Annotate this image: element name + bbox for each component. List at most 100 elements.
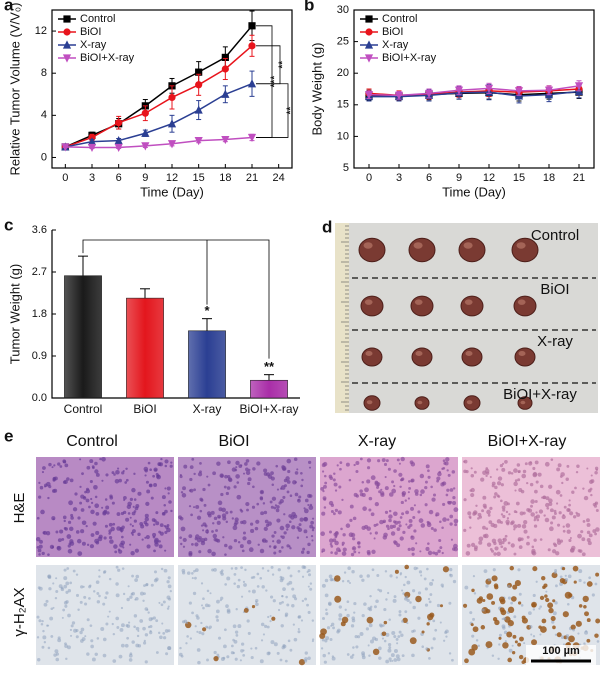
cell	[147, 461, 151, 465]
y-tick-label: 5	[343, 162, 349, 174]
cell	[94, 495, 98, 499]
tumor-highlight	[363, 242, 373, 249]
marker	[141, 109, 149, 117]
cell	[129, 523, 132, 526]
cell	[149, 468, 152, 472]
cell	[529, 482, 534, 487]
cell	[262, 633, 266, 636]
cell	[341, 498, 344, 502]
cell	[181, 620, 186, 624]
cell	[449, 488, 454, 492]
cell	[339, 461, 343, 465]
cell	[346, 600, 350, 604]
cell	[308, 573, 312, 577]
cell	[519, 636, 524, 642]
cell	[595, 572, 600, 577]
panel-label: d	[322, 217, 332, 236]
cell	[271, 496, 277, 501]
photo-label: BiOI+X-ray	[503, 386, 577, 403]
cell	[105, 505, 110, 510]
cell	[52, 478, 56, 482]
cell	[389, 574, 393, 578]
cell	[112, 522, 116, 526]
cell	[596, 640, 600, 643]
cell	[188, 601, 192, 605]
cell	[228, 545, 233, 550]
bar	[126, 297, 164, 399]
cell	[126, 504, 132, 510]
cell	[424, 603, 429, 607]
cell	[365, 627, 370, 631]
cell	[334, 575, 341, 582]
cell	[453, 547, 458, 552]
cell	[442, 459, 446, 462]
cell	[180, 526, 186, 532]
cell	[261, 585, 265, 589]
cell	[276, 505, 280, 509]
cell	[384, 486, 389, 491]
cell	[452, 579, 457, 584]
cell	[183, 464, 188, 469]
cell	[517, 537, 522, 542]
cell	[359, 632, 364, 636]
cell	[402, 492, 405, 495]
cell	[273, 546, 277, 550]
cell	[578, 578, 582, 583]
cell	[570, 624, 576, 630]
cell	[583, 605, 587, 609]
tumor-highlight	[414, 299, 423, 305]
cell	[563, 505, 567, 509]
cell	[545, 502, 550, 508]
cell	[237, 540, 241, 544]
cell	[358, 551, 361, 554]
cell	[95, 580, 100, 584]
cell	[400, 478, 404, 482]
cell	[572, 515, 577, 519]
cell	[587, 541, 592, 546]
cell	[256, 502, 260, 506]
cell	[237, 578, 241, 582]
cell	[441, 526, 444, 529]
cell	[311, 517, 315, 520]
cell	[351, 653, 355, 657]
cell	[329, 542, 333, 546]
cell	[239, 659, 242, 662]
cell	[486, 509, 491, 515]
cell	[417, 591, 422, 595]
marker	[141, 128, 150, 137]
cell	[90, 644, 94, 649]
cell	[207, 513, 212, 518]
cell	[404, 499, 407, 502]
cell	[144, 517, 149, 522]
cell	[102, 570, 106, 574]
marker	[544, 86, 554, 95]
cell	[189, 637, 192, 640]
cell	[148, 483, 153, 488]
cell	[241, 549, 245, 553]
cell	[586, 530, 591, 535]
cell	[355, 645, 359, 649]
cell	[226, 576, 231, 581]
cell	[576, 512, 581, 517]
cell	[75, 593, 80, 597]
cell	[324, 639, 328, 643]
cell	[475, 639, 479, 642]
cell	[282, 495, 286, 499]
marker	[221, 135, 230, 145]
cell	[548, 502, 553, 507]
cell	[80, 627, 85, 632]
cell	[376, 485, 380, 489]
cell	[186, 571, 191, 575]
cell	[114, 478, 120, 484]
cell	[307, 493, 312, 498]
cell	[544, 461, 550, 467]
cell	[393, 484, 396, 488]
cell	[246, 539, 252, 545]
cell	[489, 475, 492, 479]
cell	[89, 544, 95, 549]
cell	[494, 619, 500, 626]
cell	[353, 550, 357, 554]
cell	[267, 569, 270, 572]
cell	[509, 565, 514, 571]
cell	[193, 506, 196, 509]
